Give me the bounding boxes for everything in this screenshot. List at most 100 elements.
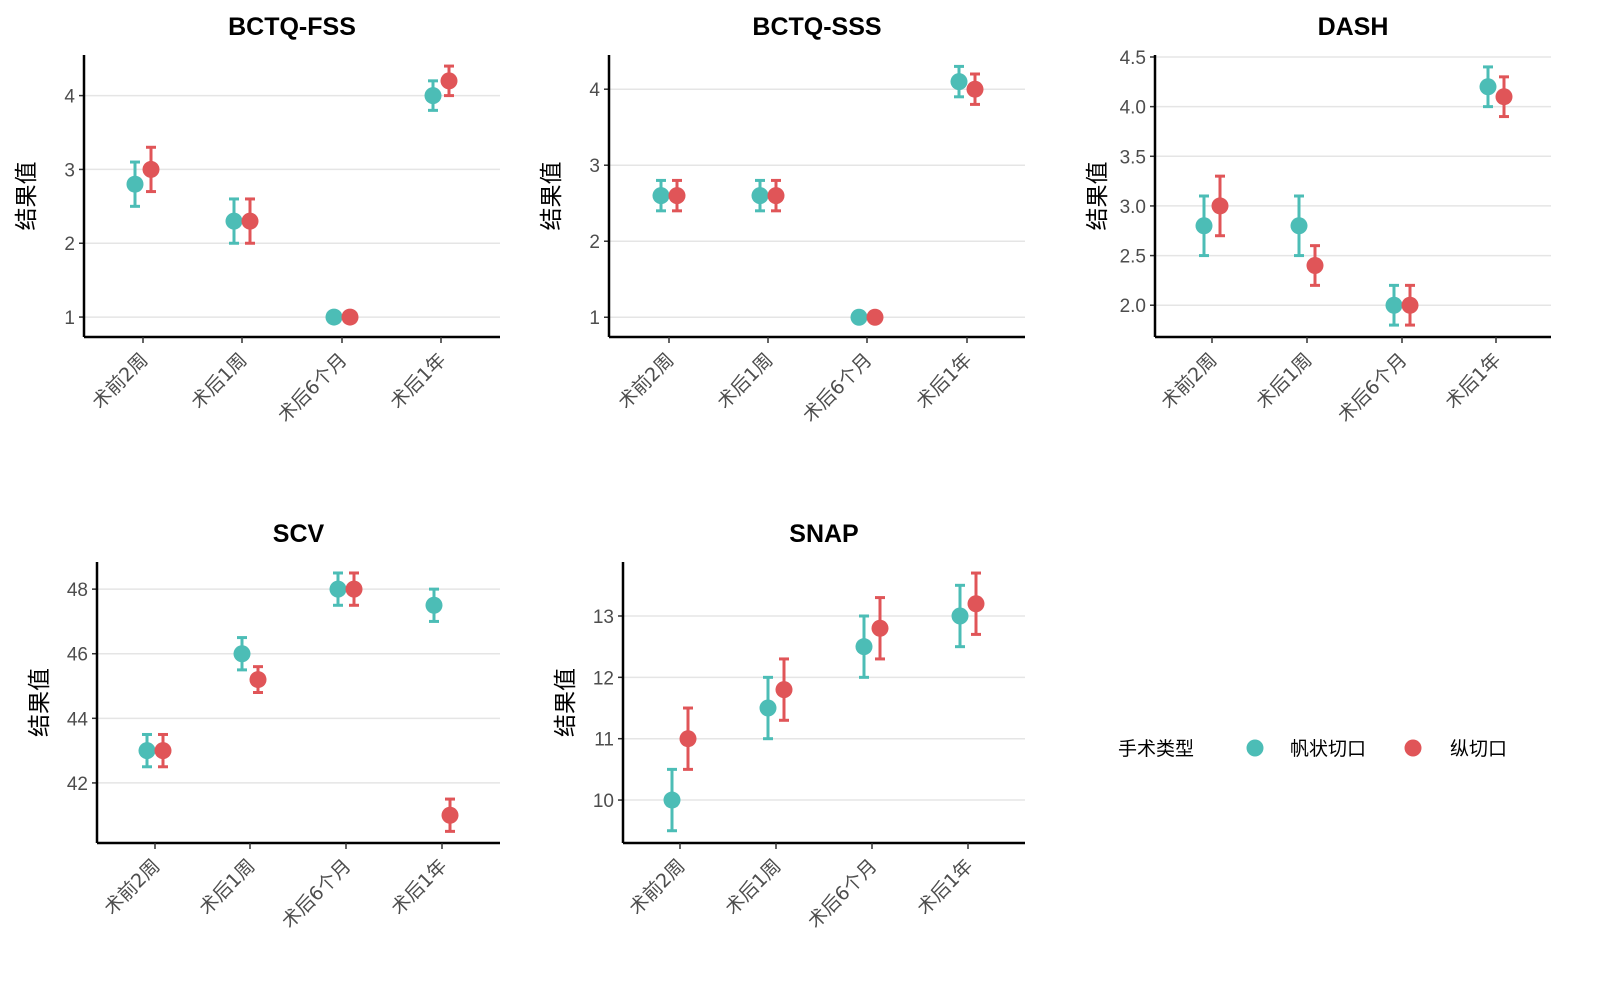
data-point-red xyxy=(1306,244,1324,287)
x-tick-label: 术后1年 xyxy=(913,855,977,919)
x-tick-label: 术后1年 xyxy=(386,349,450,413)
data-point-red xyxy=(440,64,458,98)
point-marker xyxy=(345,580,363,598)
panel-title: SNAP xyxy=(789,520,858,548)
point-marker xyxy=(424,87,442,105)
data-point-teal xyxy=(233,636,251,672)
data-point-red xyxy=(345,571,363,607)
point-marker xyxy=(126,175,144,193)
y-tick-label: 4 xyxy=(589,80,600,101)
point-marker xyxy=(138,742,156,760)
point-marker xyxy=(1401,296,1419,314)
y-axis-label: 结果值 xyxy=(14,162,40,231)
x-tick-label: 术后6个月 xyxy=(1334,349,1412,427)
data-point-teal xyxy=(663,767,681,833)
data-point-red xyxy=(767,178,785,213)
data-point-red xyxy=(249,665,267,694)
point-marker xyxy=(950,73,968,91)
x-tick-label: 术后6个月 xyxy=(278,855,356,933)
point-marker xyxy=(325,308,343,326)
point-marker xyxy=(668,187,686,205)
data-point-teal xyxy=(759,675,777,741)
point-marker xyxy=(855,638,873,656)
data-point-red xyxy=(1401,283,1419,327)
y-tick-label: 48 xyxy=(67,580,88,601)
point-marker xyxy=(652,187,670,205)
panel-title: BCTQ-FSS xyxy=(228,13,356,41)
legend-label: 帆状切口 xyxy=(1290,738,1366,760)
point-marker xyxy=(329,580,347,598)
x-tick-label: 术后1周 xyxy=(1252,349,1316,413)
y-tick-label: 2.5 xyxy=(1120,247,1146,268)
point-marker xyxy=(663,791,681,809)
x-tick-label: 术后1年 xyxy=(387,855,451,919)
point-marker xyxy=(966,80,984,98)
legend: 手术类型 帆状切口 纵切口 xyxy=(1118,738,1507,760)
y-tick-label: 2 xyxy=(64,234,75,255)
data-point-teal xyxy=(855,614,873,679)
y-tick-label: 44 xyxy=(67,709,89,730)
data-point-red xyxy=(966,72,984,106)
point-marker xyxy=(341,308,359,326)
point-marker xyxy=(1195,217,1213,235)
data-point-red xyxy=(668,178,686,213)
y-tick-label: 12 xyxy=(593,668,614,689)
panel-title: BCTQ-SSS xyxy=(752,13,881,41)
data-point-red xyxy=(154,732,172,769)
point-marker xyxy=(767,187,785,205)
data-point-red xyxy=(866,308,884,326)
point-marker xyxy=(866,308,884,326)
point-marker xyxy=(225,212,243,230)
point-marker xyxy=(1306,257,1324,275)
y-tick-label: 3.5 xyxy=(1120,147,1146,168)
y-tick-label: 11 xyxy=(594,730,614,751)
data-point-red xyxy=(1495,75,1513,119)
data-point-red xyxy=(441,797,459,833)
point-marker xyxy=(440,72,458,90)
y-axis-label: 结果值 xyxy=(539,162,565,231)
data-point-teal xyxy=(225,197,243,245)
y-axis-label: 结果值 xyxy=(27,668,53,737)
y-tick-label: 1 xyxy=(589,308,600,329)
point-marker xyxy=(1479,78,1497,96)
point-marker xyxy=(1385,296,1403,314)
point-marker xyxy=(425,596,443,614)
legend-title: 手术类型 xyxy=(1118,738,1194,760)
data-point-teal xyxy=(1290,194,1308,258)
point-marker xyxy=(759,699,777,717)
x-tick-label: 术前2周 xyxy=(100,855,164,919)
y-tick-label: 4.0 xyxy=(1120,98,1146,119)
point-marker xyxy=(1495,88,1513,106)
point-marker xyxy=(441,806,459,824)
point-marker xyxy=(233,645,251,663)
data-point-teal xyxy=(1195,194,1213,258)
y-tick-label: 3 xyxy=(64,160,75,181)
y-tick-label: 46 xyxy=(67,645,88,666)
legend-label: 纵切口 xyxy=(1450,738,1507,760)
data-point-red xyxy=(142,145,160,194)
data-point-red xyxy=(775,657,793,722)
point-marker xyxy=(679,730,697,748)
data-point-teal xyxy=(751,178,769,213)
y-tick-label: 2 xyxy=(589,232,600,253)
point-marker xyxy=(951,607,969,625)
point-marker xyxy=(850,308,868,326)
data-point-red xyxy=(341,308,359,326)
point-marker xyxy=(142,160,160,178)
x-tick-label: 术后1周 xyxy=(721,855,785,919)
point-marker xyxy=(154,742,172,760)
x-tick-label: 术后1年 xyxy=(912,349,976,413)
data-point-teal xyxy=(325,308,343,326)
data-point-teal xyxy=(329,571,347,607)
x-tick-label: 术后1周 xyxy=(713,349,777,413)
x-tick-label: 术后6个月 xyxy=(799,349,877,427)
y-tick-label: 4.5 xyxy=(1120,48,1146,69)
y-tick-label: 2.0 xyxy=(1120,296,1146,317)
x-tick-label: 术前2周 xyxy=(625,855,689,919)
point-marker xyxy=(775,681,793,699)
data-point-red xyxy=(967,571,985,636)
x-tick-label: 术后6个月 xyxy=(274,349,352,427)
